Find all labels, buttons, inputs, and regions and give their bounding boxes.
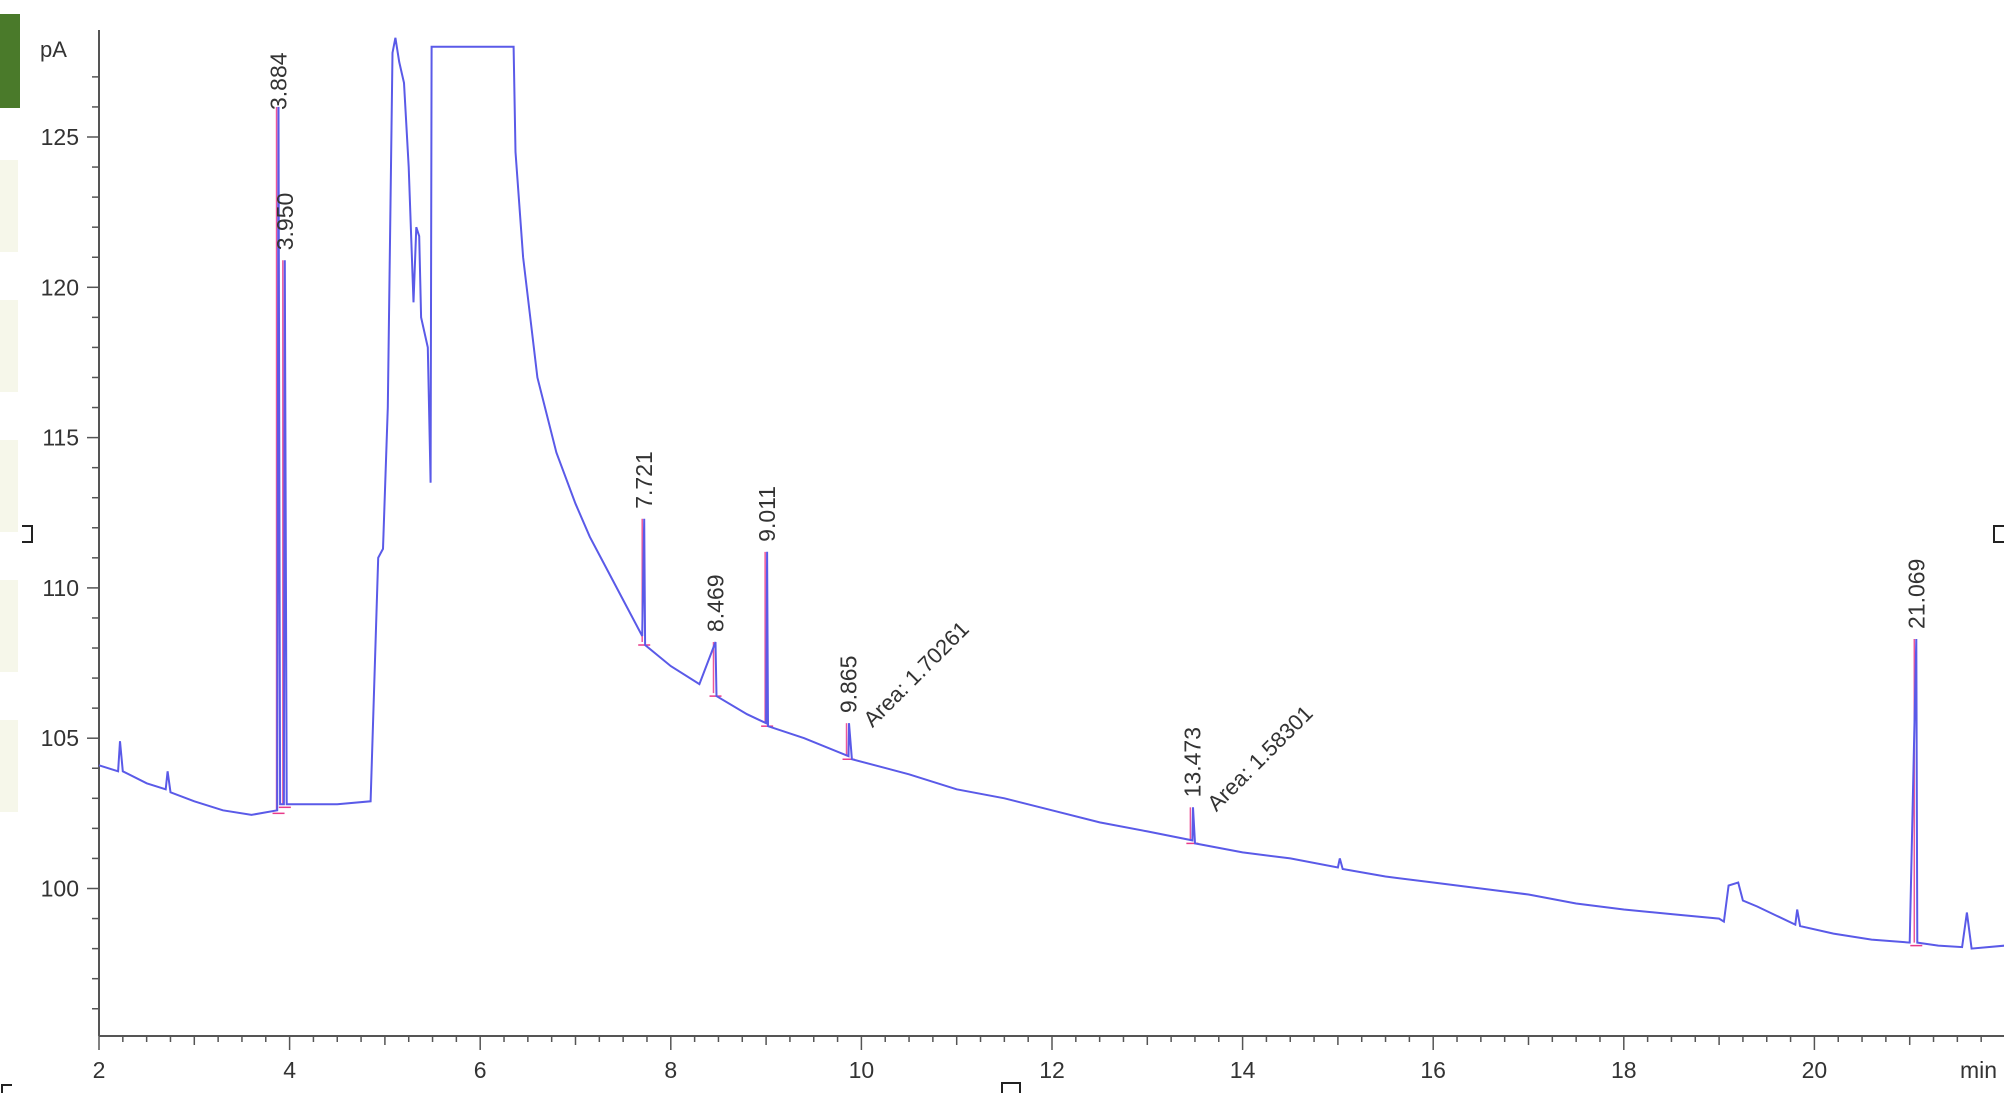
x-tick-label: 18 (1611, 1057, 1637, 1083)
x-axis-unit-label: min (1960, 1057, 1997, 1083)
y-axis-unit-label: pA (40, 37, 67, 62)
peak-rt-label: 13.473 (1179, 727, 1205, 797)
panel-cell (0, 300, 18, 392)
bottom-resize-handle (1001, 1082, 1021, 1093)
y-tick-label: 105 (41, 725, 79, 751)
y-tick-label: 120 (41, 274, 79, 300)
x-tick-label: 4 (283, 1057, 296, 1083)
x-tick-label: 12 (1039, 1057, 1065, 1083)
selection-handles (1, 525, 2004, 1093)
peak-rt-label: 7.721 (631, 451, 657, 509)
panel-cell (0, 580, 18, 672)
y-tick-label: 115 (42, 425, 79, 451)
bottom-left-corner-handle (1, 1084, 12, 1093)
x-tick-label: 8 (664, 1057, 677, 1083)
peak-rt-label: 8.469 (702, 574, 728, 632)
peak-rt-label: 21.069 (1903, 559, 1929, 629)
panel-cell (0, 720, 18, 812)
left-panel-strip (0, 0, 22, 1093)
peak-rt-label: 9.011 (754, 486, 780, 542)
left-resize-handle (22, 525, 33, 543)
axes-group: 100 105 110 115 120 125 pA 2 4 6 8 10 12 14 16 18 20 min (40, 30, 2004, 1083)
green-selection-tab (0, 14, 20, 108)
peak-rt-label: 9.865 (836, 656, 862, 714)
x-tick-label: 10 (849, 1057, 875, 1083)
x-tick-label: 6 (474, 1057, 487, 1083)
panel-cell (0, 440, 18, 532)
y-tick-label: 100 (41, 876, 79, 902)
x-tick-label: 14 (1230, 1057, 1256, 1083)
y-tick-label: 110 (42, 575, 79, 601)
x-tick-label: 16 (1420, 1057, 1446, 1083)
peak-rt-label: 3.884 (266, 52, 292, 110)
x-tick-label: 2 (93, 1057, 106, 1083)
chromatogram-trace (98, 37, 2004, 950)
peak-area-label: Area: 1.70261 (858, 616, 973, 731)
integration-markers (272, 106, 1923, 947)
y-tick-label: 125 (41, 124, 79, 150)
panel-cell (0, 160, 18, 252)
right-resize-handle (1993, 525, 2004, 543)
peak-area-label: Area: 1.58301 (1202, 701, 1317, 816)
peak-rt-label: 3.950 (272, 193, 298, 251)
x-tick-label: 20 (1802, 1057, 1828, 1083)
